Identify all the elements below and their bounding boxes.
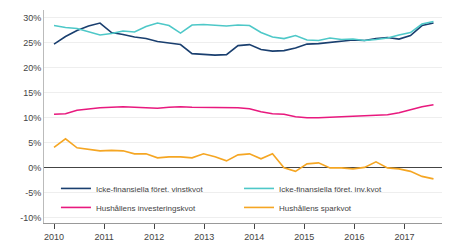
svg-text:-5%: -5% bbox=[25, 188, 41, 198]
svg-text:2016: 2016 bbox=[344, 232, 364, 242]
svg-text:Hushållens investeringskvot: Hushållens investeringskvot bbox=[96, 204, 196, 213]
svg-text:Icke-finansiella föret. vinstk: Icke-finansiella föret. vinstkvot bbox=[96, 185, 203, 194]
svg-text:Icke-finansiella föret. inv.kv: Icke-finansiella föret. inv.kvot bbox=[279, 185, 382, 194]
svg-text:0%: 0% bbox=[28, 163, 41, 173]
svg-text:2014: 2014 bbox=[244, 232, 264, 242]
svg-text:Hushållens sparkvot: Hushållens sparkvot bbox=[279, 204, 352, 213]
svg-text:2011: 2011 bbox=[94, 232, 113, 242]
svg-text:10%: 10% bbox=[23, 113, 41, 123]
svg-text:15%: 15% bbox=[23, 88, 41, 98]
svg-text:25%: 25% bbox=[23, 38, 41, 48]
svg-text:30%: 30% bbox=[23, 13, 41, 23]
svg-text:2012: 2012 bbox=[144, 232, 164, 242]
svg-text:2015: 2015 bbox=[294, 232, 314, 242]
svg-text:2013: 2013 bbox=[194, 232, 214, 242]
svg-text:2010: 2010 bbox=[44, 232, 64, 242]
svg-text:2017: 2017 bbox=[394, 232, 414, 242]
svg-text:5%: 5% bbox=[28, 138, 41, 148]
svg-text:-10%: -10% bbox=[20, 213, 41, 223]
svg-text:20%: 20% bbox=[23, 63, 41, 73]
